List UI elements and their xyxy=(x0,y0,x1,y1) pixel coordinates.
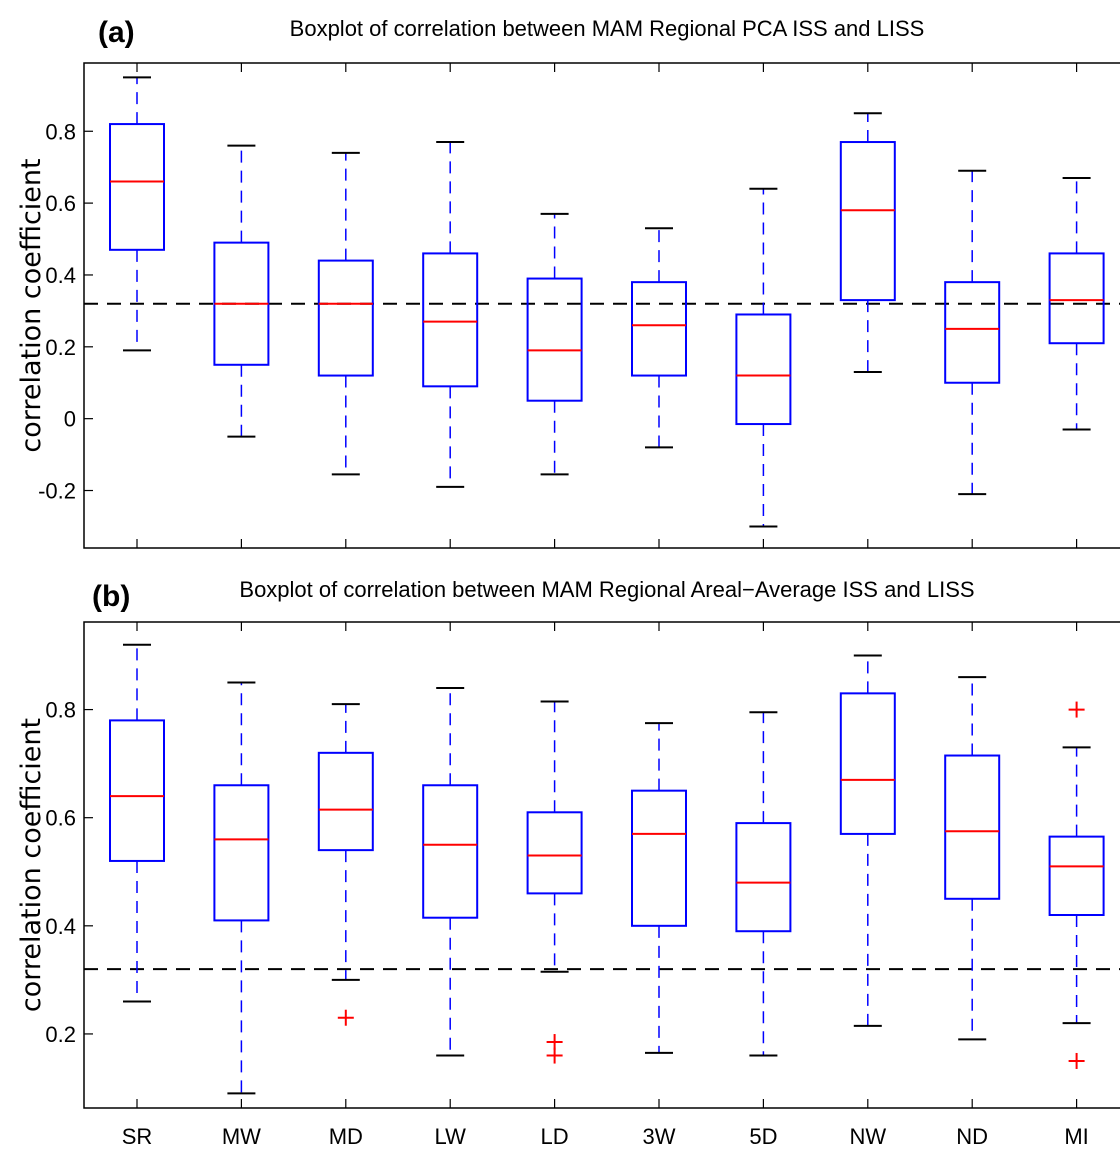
panel-b-xtick-label: MI xyxy=(1064,1124,1088,1149)
panel-b-xtick-label: ND xyxy=(956,1124,988,1149)
panel-b-xtick-label: 3W xyxy=(643,1124,676,1149)
panel-a-plot: -0.2 0 0.2 0.4 0.6 0.8 correlation coefficient xyxy=(16,62,1120,549)
panel-b-box-ld xyxy=(526,811,583,895)
panel-b-axes-frame xyxy=(83,621,1120,1109)
panel-a-box-ld xyxy=(526,277,583,402)
panel-a-title: Boxplot of correlation between MAM Regio… xyxy=(290,16,925,41)
panel-a-box-nw xyxy=(839,141,896,302)
panel-a-ytick-label: 0.8 xyxy=(45,119,76,144)
panel-a-box-5d xyxy=(735,313,792,426)
panel-b-box-nw xyxy=(839,692,896,835)
panel-b-box-mw xyxy=(213,784,270,922)
panel-b-xtick-label: SR xyxy=(122,1124,153,1149)
panel-a-box-nd xyxy=(944,281,1001,384)
panel-b-box-sr xyxy=(109,719,165,862)
panel-b-box-nd xyxy=(944,754,1001,900)
panel-b-letter: (b) xyxy=(92,580,130,613)
panel-b-outlier xyxy=(337,1009,354,1026)
panel-b-ylabel: correlation coefficient xyxy=(16,718,47,1012)
panel-b-xtick-label: NW xyxy=(849,1124,886,1149)
panel-a-ytick-label: 0 xyxy=(64,407,76,432)
panel-b-ytick-label: 0.4 xyxy=(45,914,76,939)
panel-a-box-lw xyxy=(422,252,479,388)
panel-b-ytick-label: 0.6 xyxy=(45,806,76,831)
panel-a-ytick-label: 0.6 xyxy=(45,191,76,216)
panel-a-ytick-label: -0.2 xyxy=(38,479,76,504)
panel-b-outlier xyxy=(546,1034,563,1051)
panel-b-box-3w xyxy=(631,789,687,927)
panel-a-box-mi xyxy=(1048,252,1105,345)
panel-b-xtick-label: LD xyxy=(541,1124,569,1149)
panel-a-box-3w xyxy=(631,281,687,377)
panel-b-xtick-label: MW xyxy=(222,1124,261,1149)
panel-a-ytick-label: 0.4 xyxy=(45,263,76,288)
panel-a-ytick-label: 0.2 xyxy=(45,335,76,360)
panel-b-ytick-label: 0.2 xyxy=(45,1022,76,1047)
panel-b-ytick-label: 0.8 xyxy=(45,698,76,723)
panel-b-outlier xyxy=(546,1047,563,1064)
panel-b-outlier xyxy=(1068,701,1085,718)
panel-b-box-5d xyxy=(735,822,792,933)
panel-b-xtick-label: LW xyxy=(435,1124,467,1149)
panel-a-box-sr xyxy=(109,123,165,251)
panel-b-box-lw xyxy=(422,784,479,919)
panel-b-xtick-label: MD xyxy=(329,1124,363,1149)
panel-b-box-md xyxy=(317,751,374,852)
panel-b-title: Boxplot of correlation between MAM Regio… xyxy=(239,577,974,602)
panel-b-box-mi xyxy=(1048,835,1105,917)
panel-a-ylabel: correlation coefficient xyxy=(16,158,47,452)
panel-a-axes-frame xyxy=(83,62,1120,549)
panel-b-outlier xyxy=(1068,1052,1085,1069)
panel-a-letter: (a) xyxy=(98,16,135,49)
panel-a-box-md xyxy=(317,259,374,377)
panel-b-xtick-label: 5D xyxy=(749,1124,777,1149)
